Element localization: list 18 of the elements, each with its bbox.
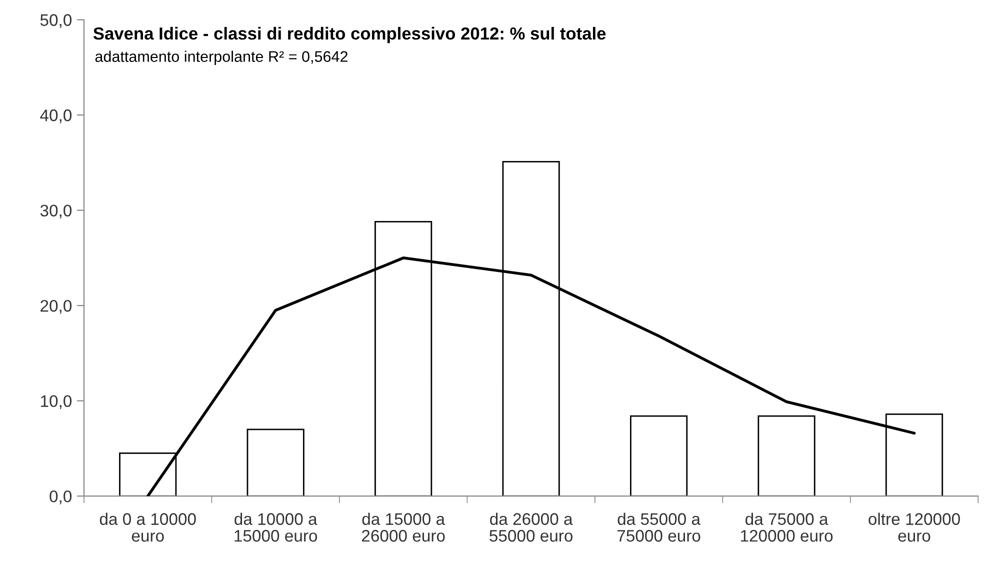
bar <box>758 415 816 496</box>
chart-title: Savena Idice - classi di reddito complessivo 2012: % sul totale <box>93 26 606 44</box>
x-tick-label: oltre 120000 euro <box>868 512 960 542</box>
y-tick-label: 40,0 <box>40 109 72 124</box>
bar <box>630 415 688 496</box>
text: adattamento interpolante R² = 0,5642 <box>95 50 348 65</box>
x-tick-label: da 55000 a 75000 euro <box>617 512 700 542</box>
x-tick-label: da 15000 a 26000 euro <box>362 512 446 542</box>
x-tick-label: da 0 a 10000 euro <box>100 512 196 542</box>
bar <box>246 428 304 496</box>
y-tick-label: 10,0 <box>41 395 72 409</box>
x-tick-label: da 10000 a 15000 euro <box>234 512 318 542</box>
x-tick-label: da 26000 a 55000 euro <box>490 512 573 542</box>
x-tick-label: da 75000 a 120000 euro <box>740 512 833 542</box>
y-tick-label: 0,0 <box>50 490 72 504</box>
y-tick-label: 20,0 <box>40 300 72 314</box>
y-tick-label: 30,0 <box>40 204 72 218</box>
y-tick-label: 50,0 <box>40 14 72 28</box>
